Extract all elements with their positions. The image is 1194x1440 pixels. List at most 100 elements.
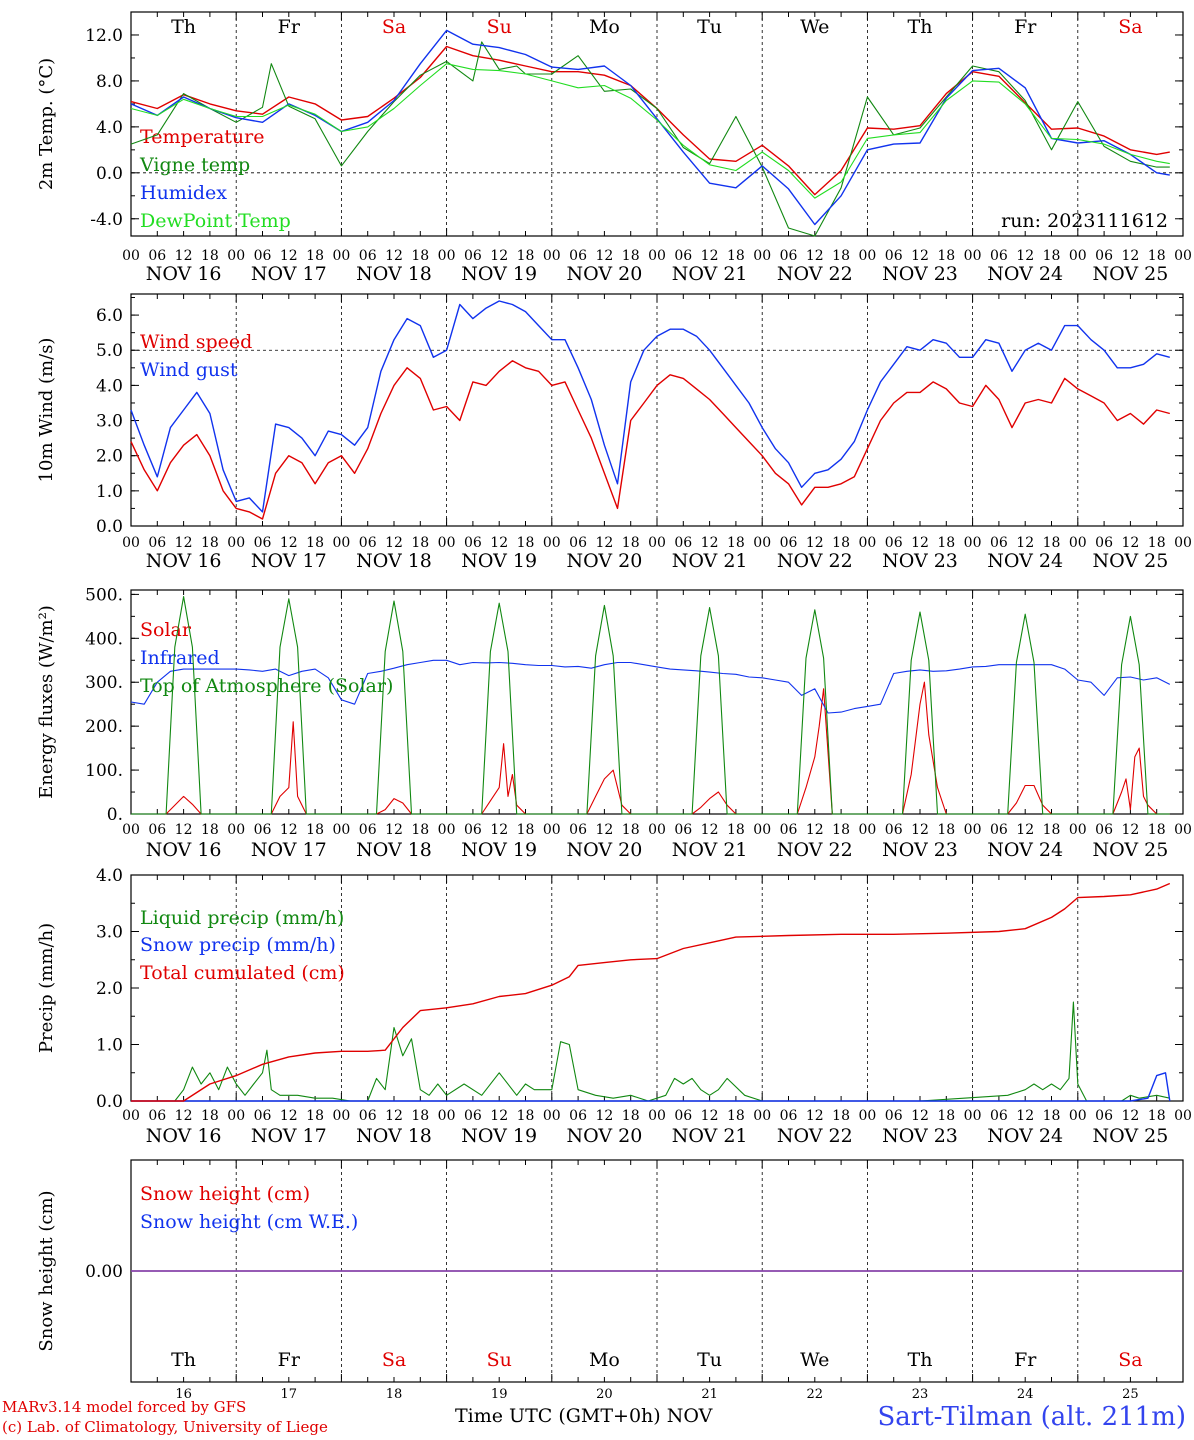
hour-label: 18 — [937, 535, 955, 551]
hour-label: 06 — [148, 1108, 166, 1124]
day-label-bottom: Fr — [1014, 1349, 1037, 1371]
hour-label: 12 — [1016, 535, 1034, 551]
hour-label: 00 — [438, 822, 456, 838]
hour-label: 06 — [990, 535, 1008, 551]
y-tick-label: 0.0 — [96, 1092, 123, 1112]
date-label: NOV 24 — [987, 1125, 1063, 1147]
hour-label: 00 — [648, 535, 666, 551]
y-tick-label: 6.0 — [96, 306, 123, 326]
date-label: NOV 18 — [356, 839, 432, 861]
hour-label: 18 — [306, 1108, 324, 1124]
hour-label: 06 — [359, 1108, 377, 1124]
hour-label: 06 — [254, 535, 272, 551]
hour-label: 06 — [674, 1108, 692, 1124]
hour-label: 00 — [858, 535, 876, 551]
series-line — [130, 300, 1170, 513]
hour-label: 06 — [464, 535, 482, 551]
y-tick-label: 400. — [85, 629, 123, 649]
hour-label: 12 — [175, 535, 193, 551]
series-line — [130, 41, 1170, 237]
legend-entry: Wind gust — [140, 359, 238, 381]
y-tick-label: 3.0 — [96, 412, 123, 432]
hour-label: 12 — [280, 248, 298, 264]
date-label: NOV 23 — [882, 550, 958, 572]
hour-label: 18 — [1148, 248, 1166, 264]
y-tick-label: 4.0 — [96, 118, 123, 138]
hour-label: 00 — [964, 535, 982, 551]
hour-label: 12 — [490, 535, 508, 551]
hour-label: 18 — [937, 822, 955, 838]
hour-label: 06 — [780, 535, 798, 551]
day-label-top: Tu — [697, 16, 722, 38]
panel-frame — [130, 11, 1184, 237]
hour-label: 06 — [885, 248, 903, 264]
hour-label: 06 — [1095, 1108, 1113, 1124]
hour-label: 18 — [1043, 822, 1061, 838]
date-label: NOV 24 — [987, 263, 1063, 285]
day-label-bottom: We — [800, 1349, 829, 1371]
hour-label: 12 — [1016, 822, 1034, 838]
hour-label: 00 — [122, 822, 140, 838]
hour-label: 06 — [359, 248, 377, 264]
hour-label: 00 — [227, 248, 245, 264]
hour-label: 18 — [1043, 535, 1061, 551]
hour-label: 18 — [832, 822, 850, 838]
y-tick-label: 0.00 — [85, 1262, 123, 1282]
y-axis-label: 10m Wind (m/s) — [36, 338, 57, 483]
hour-label: 00 — [1069, 535, 1087, 551]
date-number: 20 — [596, 1387, 613, 1402]
hour-label: 12 — [280, 822, 298, 838]
hour-label: 06 — [674, 535, 692, 551]
hour-label: 06 — [674, 248, 692, 264]
hour-label: 00 — [753, 248, 771, 264]
legend-entry: DewPoint Temp — [140, 210, 291, 232]
date-label: NOV 25 — [1092, 1125, 1168, 1147]
day-label-top: Sa — [382, 16, 406, 38]
hour-label: 06 — [885, 1108, 903, 1124]
y-tick-label: 1.0 — [96, 1036, 123, 1056]
hour-label: 00 — [648, 822, 666, 838]
hour-label: 06 — [148, 535, 166, 551]
hour-label: 12 — [490, 248, 508, 264]
series-line — [130, 63, 1170, 199]
series-line — [130, 360, 1170, 520]
hour-label: 06 — [569, 248, 587, 264]
hour-label: 12 — [911, 535, 929, 551]
hour-label: 00 — [753, 822, 771, 838]
date-label: NOV 20 — [566, 839, 642, 861]
hour-label: 18 — [201, 248, 219, 264]
hour-label: 18 — [411, 535, 429, 551]
date-label: NOV 17 — [251, 263, 327, 285]
y-tick-label: -4.0 — [90, 210, 123, 230]
y-tick-label: 100. — [85, 761, 123, 781]
day-label-bottom: Th — [908, 1349, 933, 1371]
y-tick-label: 0.0 — [96, 164, 123, 184]
hour-label: 06 — [254, 1108, 272, 1124]
hour-label: 18 — [306, 248, 324, 264]
hour-label: 12 — [280, 535, 298, 551]
date-number: 19 — [491, 1387, 508, 1402]
hour-label: 06 — [1095, 822, 1113, 838]
hour-label: 00 — [753, 535, 771, 551]
lab-credit: (c) Lab. of Climatology, University of L… — [2, 1418, 328, 1436]
hour-label: 18 — [201, 1108, 219, 1124]
date-label: NOV 17 — [251, 550, 327, 572]
date-label: NOV 23 — [882, 839, 958, 861]
date-label: NOV 25 — [1092, 550, 1168, 572]
hour-label: 06 — [674, 822, 692, 838]
hour-label: 06 — [990, 248, 1008, 264]
hour-label: 18 — [622, 1108, 640, 1124]
date-label: NOV 19 — [461, 550, 537, 572]
hour-label: 12 — [806, 535, 824, 551]
hour-label: 18 — [622, 248, 640, 264]
hour-label: 00 — [122, 248, 140, 264]
hour-label: 00 — [543, 248, 561, 264]
hour-label: 12 — [595, 822, 613, 838]
hour-label: 12 — [595, 535, 613, 551]
day-label-bottom: Su — [487, 1349, 512, 1371]
hour-label: 06 — [1095, 535, 1113, 551]
hour-label: 00 — [438, 248, 456, 264]
hour-label: 00 — [332, 535, 350, 551]
date-label: NOV 22 — [777, 1125, 853, 1147]
hour-label: 18 — [832, 248, 850, 264]
